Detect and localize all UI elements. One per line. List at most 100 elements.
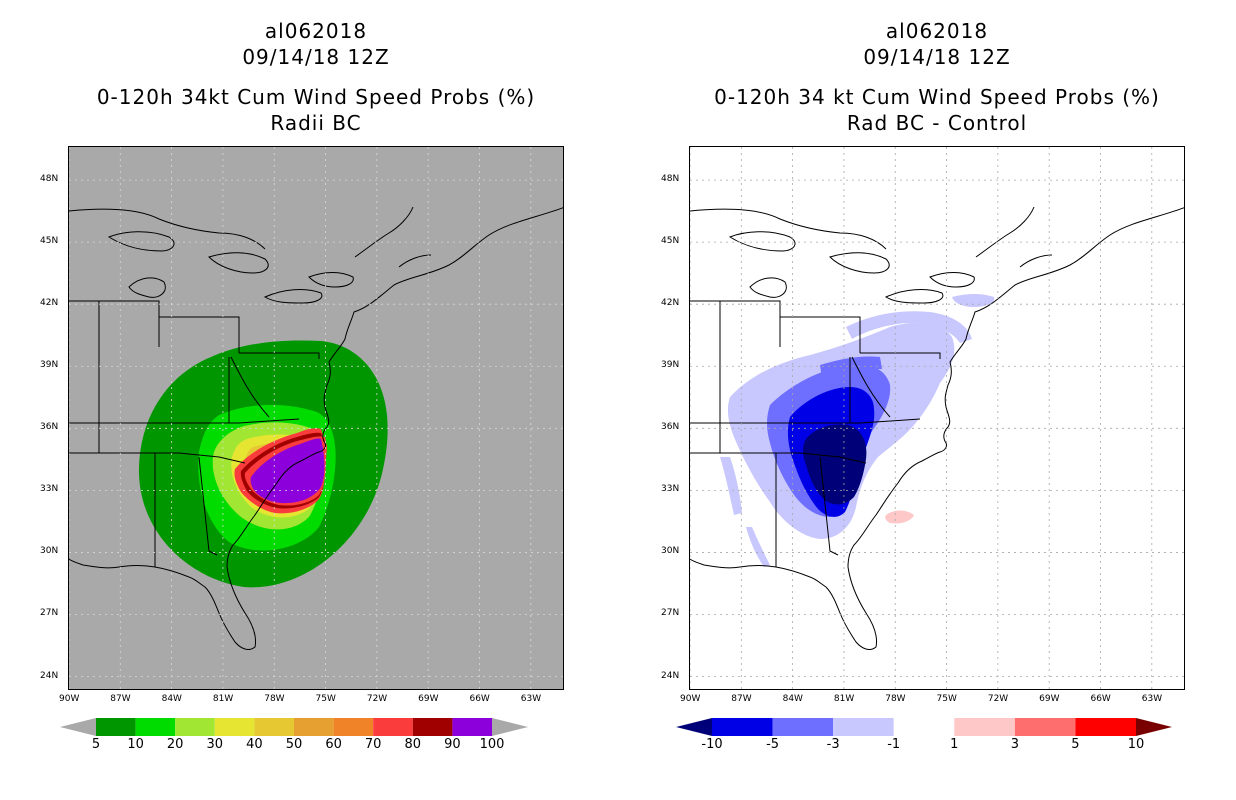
colorbar-swatch	[954, 718, 1015, 736]
right-date: 09/14/18 12Z	[863, 45, 1011, 69]
left-probability-map	[68, 146, 564, 690]
lon-label: 84W	[782, 694, 803, 704]
left-colorbar	[60, 718, 528, 736]
lon-label: 63W	[1141, 694, 1163, 704]
great-lakes	[107, 231, 354, 304]
colorbar-label: 10	[1127, 737, 1145, 752]
left-map-canvas	[69, 147, 563, 689]
lon-label: 90W	[680, 694, 701, 704]
colorbar-swatch	[373, 718, 413, 736]
lon-label: 75W	[936, 694, 957, 704]
east-coast-line	[188, 207, 563, 650]
lon-label: 87W	[731, 694, 752, 704]
east-coast-line-r	[809, 207, 1184, 650]
colorbar-swatch	[893, 718, 955, 736]
colorbar-label: -10	[701, 737, 723, 752]
prob-contour-100	[250, 438, 325, 504]
lon-label: 81W	[212, 694, 234, 704]
colorbar-swatch	[1075, 718, 1136, 736]
right-difference-map	[689, 146, 1185, 690]
colorbar-swatch	[333, 718, 374, 736]
lon-label: 78W	[885, 694, 906, 704]
lon-label: 69W	[1039, 694, 1060, 704]
lat-label: 33N	[40, 484, 59, 495]
lat-label: 36N	[40, 422, 59, 433]
lat-label: 45N	[661, 236, 680, 247]
colorbar-swatch	[1014, 718, 1076, 736]
lon-label: 66W	[1090, 694, 1111, 704]
colorbar-swatch	[135, 718, 176, 736]
gulf-coast-line-r	[690, 558, 811, 578]
great-lakes-r	[728, 231, 975, 304]
right-coastlines-borders	[690, 206, 1184, 650]
lat-label: 36N	[661, 422, 680, 433]
lon-label: 81W	[833, 694, 855, 704]
gulf-coast-line	[69, 558, 190, 578]
diff-contour-plus1	[885, 510, 914, 524]
colorbar-swatch	[214, 718, 255, 736]
lon-label: 63W	[520, 694, 542, 704]
left-storm-id: al062018	[264, 19, 368, 43]
lon-label: 84W	[161, 694, 182, 704]
right-product-title: 0-120h 34 kt Cum Wind Speed Probs (%)	[714, 85, 1160, 109]
colorbar-label: -5	[766, 737, 780, 752]
colorbar-label: 5	[91, 737, 101, 752]
diff-contour-minus1-west	[720, 457, 770, 567]
colorbar-label: 70	[364, 737, 382, 752]
right-colorbar	[676, 718, 1172, 736]
lon-label: 72W	[366, 694, 388, 704]
diff-contour-minus3-north	[820, 356, 882, 379]
lat-label: 42N	[661, 298, 680, 309]
colorbar-label: 20	[166, 737, 184, 752]
colorbar-under-arrow	[60, 718, 96, 736]
lat-label: 48N	[40, 174, 59, 185]
lat-label: 39N	[40, 360, 59, 371]
right-subtitle: Rad BC - Control	[846, 111, 1028, 135]
state-borders	[69, 300, 320, 567]
colorbar-swatch	[294, 718, 334, 736]
left-title-block: al062018 09/14/18 12Z 0-120h 34kt Cum Wi…	[68, 18, 564, 136]
lat-label: 30N	[40, 546, 59, 557]
colorbar-over-arrow	[1136, 718, 1172, 736]
colorbar-label: -1	[887, 737, 901, 752]
lat-label: 24N	[661, 670, 680, 681]
lat-label: 24N	[40, 670, 59, 681]
colorbar-swatch	[254, 718, 294, 736]
right-graticule	[690, 147, 1184, 689]
colorbar-swatch	[833, 718, 894, 736]
diff-contour-ne	[952, 294, 995, 307]
colorbar-swatch	[452, 718, 492, 736]
left-coastlines-borders	[69, 206, 563, 650]
lat-label: 39N	[661, 360, 680, 371]
left-date: 09/14/18 12Z	[242, 45, 390, 69]
right-colorbar-canvas	[676, 718, 1172, 736]
colorbar-swatch	[96, 718, 136, 736]
colorbar-label: 5	[1071, 737, 1080, 752]
lat-label: 30N	[661, 546, 680, 557]
state-borders-r	[690, 300, 941, 567]
lon-label: 75W	[315, 694, 336, 704]
left-product-title: 0-120h 34kt Cum Wind Speed Probs (%)	[96, 85, 536, 109]
colorbar-under-arrow	[676, 718, 712, 736]
lon-label: 78W	[264, 694, 285, 704]
lon-label: 72W	[987, 694, 1009, 704]
left-graticule	[69, 147, 563, 689]
lat-label: 48N	[661, 174, 680, 185]
colorbar-label: 50	[285, 737, 303, 752]
lat-label: 42N	[40, 298, 59, 309]
left-colorbar-canvas	[60, 718, 528, 736]
colorbar-label: 60	[325, 737, 342, 752]
colorbar-label: 3	[1010, 737, 1019, 752]
colorbar-label: 90	[444, 737, 461, 752]
colorbar-label: 40	[246, 737, 263, 752]
colorbar-swatch	[412, 718, 453, 736]
left-subtitle: Radii BC	[270, 111, 362, 135]
colorbar-label: 80	[404, 737, 422, 752]
lat-label: 27N	[40, 608, 59, 619]
colorbar-label: 10	[127, 737, 144, 752]
lat-label: 27N	[661, 608, 680, 619]
diff-contour-minus10	[803, 424, 867, 505]
right-title-block: al062018 09/14/18 12Z 0-120h 34 kt Cum W…	[689, 18, 1185, 136]
right-map-canvas	[690, 147, 1184, 689]
colorbar-over-arrow	[492, 718, 528, 736]
